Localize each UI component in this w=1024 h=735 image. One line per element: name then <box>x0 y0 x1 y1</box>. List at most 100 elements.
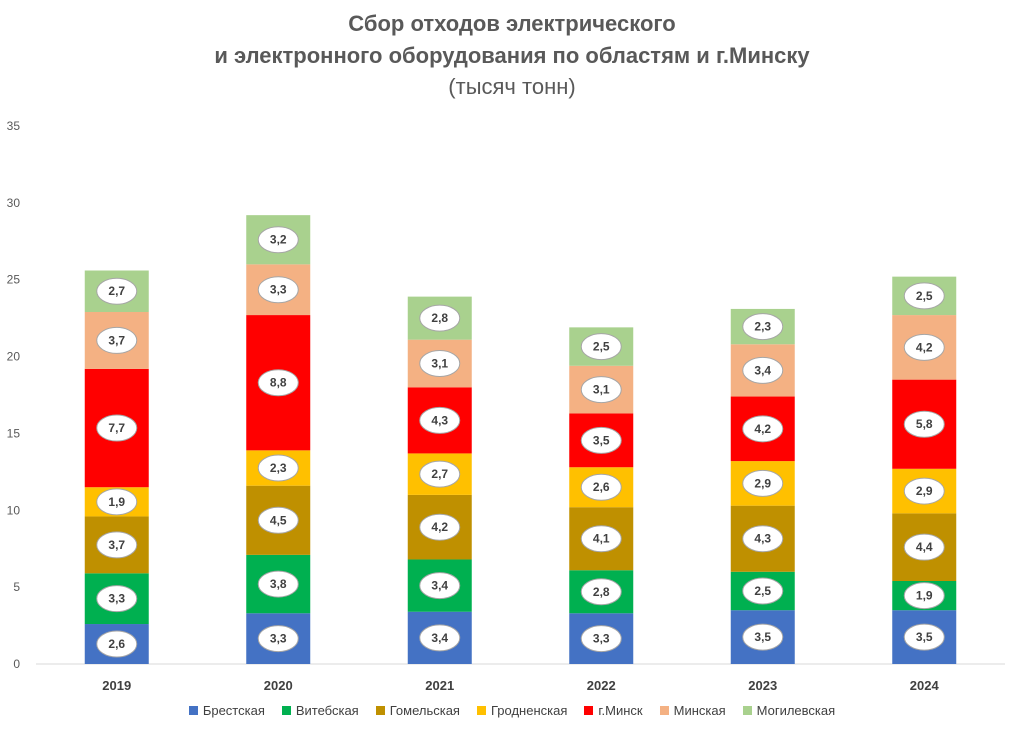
data-label: 4,2 <box>431 520 448 534</box>
data-label: 3,3 <box>270 632 287 646</box>
data-label: 4,5 <box>270 513 287 527</box>
x-tick-label: 2020 <box>264 678 293 693</box>
legend-swatch <box>584 706 594 715</box>
data-label-bubble <box>903 623 945 651</box>
data-label-bubble <box>96 585 138 613</box>
legend-item: г.Минск <box>584 703 643 718</box>
x-tick-label: 2023 <box>748 678 777 693</box>
data-label: 1,9 <box>916 589 933 603</box>
data-label: 8,8 <box>270 376 287 390</box>
data-label: 4,2 <box>754 422 771 436</box>
x-tick-label: 2021 <box>425 678 454 693</box>
y-tick-label: 30 <box>7 196 21 210</box>
y-tick-label: 0 <box>13 657 20 671</box>
data-label: 2,8 <box>593 585 610 599</box>
data-label: 4,3 <box>754 532 771 546</box>
data-label: 2,6 <box>108 637 125 651</box>
data-label-bubble <box>580 525 622 553</box>
data-label-bubble <box>580 426 622 454</box>
y-tick-label: 20 <box>7 350 21 364</box>
legend-item: Брестская <box>188 703 265 718</box>
legend-label: Могилевская <box>756 703 836 718</box>
x-tick-label: 2022 <box>587 678 616 693</box>
data-label: 3,5 <box>754 630 771 644</box>
legend-swatch <box>188 706 198 715</box>
y-tick-label: 10 <box>7 503 21 517</box>
data-label-bubble <box>419 406 461 434</box>
stacked-bar-chart: 0 5 10 15 20 25 30 35 2,6 3,3 3,7 1,9 7,7 3,7 2,7 2019 3… <box>7 119 1005 693</box>
y-tick-label: 35 <box>7 119 21 133</box>
chart-title-block: Сбор отходов электрического и электронно… <box>0 8 1024 102</box>
chart-title-line-2: и электронного оборудования по областям … <box>214 43 810 68</box>
data-label-bubble <box>419 460 461 488</box>
legend-label: Минская <box>673 703 726 718</box>
data-label: 3,7 <box>108 538 125 552</box>
data-label: 7,7 <box>108 421 125 435</box>
data-label: 4,3 <box>431 413 448 427</box>
legend-swatch <box>281 706 291 715</box>
data-label-bubble <box>742 577 784 605</box>
data-label-bubble <box>580 578 622 606</box>
legend-item: Могилевская <box>742 703 836 718</box>
legend-swatch <box>375 706 385 715</box>
data-label-bubble <box>903 282 945 310</box>
data-label-bubble <box>742 469 784 497</box>
data-label: 2,3 <box>754 320 771 334</box>
data-label-bubble <box>257 369 299 397</box>
data-label: 2,5 <box>916 289 933 303</box>
data-label-bubble <box>742 313 784 341</box>
data-label: 1,9 <box>108 495 125 509</box>
data-label: 2,7 <box>108 284 125 298</box>
x-tick-label: 2024 <box>910 678 940 693</box>
legend-swatch <box>659 706 669 715</box>
data-label-bubble <box>580 376 622 404</box>
legend-label: Брестская <box>202 703 265 718</box>
legend-label: г.Минск <box>598 703 643 718</box>
data-label-bubble <box>257 454 299 482</box>
data-label: 2,9 <box>916 484 933 498</box>
data-label-bubble <box>96 326 138 354</box>
data-label: 3,3 <box>108 592 125 606</box>
y-tick-label: 15 <box>7 426 21 440</box>
data-label-bubble <box>903 410 945 438</box>
legend-label: Гродненская <box>490 703 568 718</box>
data-label: 3,5 <box>593 433 610 447</box>
data-label-bubble <box>742 356 784 384</box>
legend-swatch <box>476 706 486 715</box>
legend-swatch <box>742 706 752 715</box>
x-tick-label: 2019 <box>102 678 131 693</box>
data-label-bubble <box>419 572 461 600</box>
legend-item: Гомельская <box>375 703 460 718</box>
data-label-bubble <box>580 625 622 653</box>
legend-label: Гомельская <box>389 703 460 718</box>
data-label: 3,8 <box>270 577 287 591</box>
data-label-bubble <box>580 333 622 361</box>
legend-label: Витебская <box>295 703 359 718</box>
chart-title-line-1: Сбор отходов электрического <box>348 11 676 36</box>
data-label: 3,4 <box>754 363 771 377</box>
data-label: 3,7 <box>108 333 125 347</box>
data-label: 3,3 <box>270 283 287 297</box>
data-label: 3,1 <box>431 356 448 370</box>
data-label: 2,5 <box>593 340 610 354</box>
data-label: 3,5 <box>916 630 933 644</box>
legend-item: Гродненская <box>476 703 568 718</box>
data-label-bubble <box>257 506 299 534</box>
data-label: 3,4 <box>431 631 448 645</box>
data-label: 5,8 <box>916 417 933 431</box>
data-label-bubble <box>257 625 299 653</box>
data-label-bubble <box>580 473 622 501</box>
y-tick-label: 5 <box>13 580 20 594</box>
legend-item: Витебская <box>281 703 359 718</box>
data-label-bubble <box>257 276 299 304</box>
data-label: 4,1 <box>593 532 610 546</box>
data-label-bubble <box>419 304 461 332</box>
data-label: 2,7 <box>431 467 448 481</box>
data-label-bubble <box>96 488 138 516</box>
data-label: 4,4 <box>916 540 933 554</box>
data-label-bubble <box>742 623 784 651</box>
data-label-bubble <box>419 349 461 377</box>
data-label: 4,2 <box>916 340 933 354</box>
data-label-bubble <box>742 525 784 553</box>
data-label: 3,2 <box>270 233 287 247</box>
